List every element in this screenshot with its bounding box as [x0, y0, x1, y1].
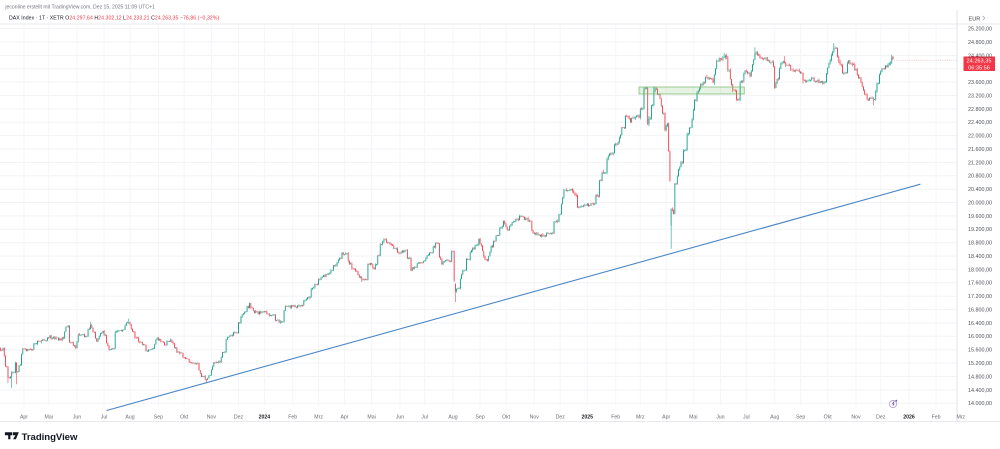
svg-text:18.800,00: 18.800,00 [968, 241, 992, 247]
svg-text:20.800,00: 20.800,00 [968, 174, 992, 180]
svg-text:Okt: Okt [180, 414, 189, 420]
svg-text:Apr: Apr [20, 414, 28, 420]
svg-text:Sep: Sep [154, 414, 163, 420]
svg-text:22.000,00: 22.000,00 [968, 134, 992, 140]
svg-text:2024: 2024 [259, 414, 271, 420]
svg-text:Apr: Apr [662, 414, 670, 420]
svg-text:15.200,00: 15.200,00 [968, 361, 992, 367]
svg-text:Feb: Feb [611, 414, 620, 420]
svg-text:Sep: Sep [796, 414, 805, 420]
svg-text:Mai: Mai [689, 414, 697, 420]
svg-text:Mrz: Mrz [636, 414, 645, 420]
svg-text:19.200,00: 19.200,00 [968, 227, 992, 233]
svg-text:Nov: Nov [851, 414, 861, 420]
svg-text:jeconline erstellt mit Trading: jeconline erstellt mit TradingView.com, … [4, 4, 155, 10]
svg-text:Mai: Mai [367, 414, 375, 420]
svg-text:18.400,00: 18.400,00 [968, 254, 992, 260]
svg-text:Aug: Aug [125, 414, 134, 420]
svg-text:Jul: Jul [101, 414, 108, 420]
svg-text:Dez: Dez [234, 414, 244, 420]
svg-text:Mrz: Mrz [314, 414, 323, 420]
svg-text:24.800,00: 24.800,00 [968, 40, 992, 46]
svg-text:06:35:56: 06:35:56 [968, 66, 990, 72]
svg-text:Jul: Jul [421, 414, 428, 420]
svg-text:Aug: Aug [448, 414, 457, 420]
svg-text:Mai: Mai [45, 414, 53, 420]
svg-text:Okt: Okt [502, 414, 511, 420]
svg-text:Nov: Nov [207, 414, 217, 420]
svg-text:Jun: Jun [73, 414, 81, 420]
svg-text:14.400,00: 14.400,00 [968, 388, 992, 394]
svg-text:20.000,00: 20.000,00 [968, 200, 992, 206]
svg-text:23.200,00: 23.200,00 [968, 93, 992, 99]
svg-text:24.400,00: 24.400,00 [968, 53, 992, 59]
svg-text:Jul: Jul [743, 414, 750, 420]
svg-text:2025: 2025 [582, 414, 594, 420]
svg-text:15.600,00: 15.600,00 [968, 348, 992, 354]
svg-text:16.000,00: 16.000,00 [968, 334, 992, 340]
svg-text:EUR: EUR [969, 17, 981, 23]
svg-text:23.600,00: 23.600,00 [968, 80, 992, 86]
svg-text:Dez: Dez [876, 414, 886, 420]
svg-text:21.600,00: 21.600,00 [968, 147, 992, 153]
svg-text:Sep: Sep [475, 414, 484, 420]
svg-text:Feb: Feb [932, 414, 941, 420]
svg-text:Jun: Jun [716, 414, 724, 420]
svg-text:TradingView: TradingView [22, 432, 78, 443]
svg-text:22.800,00: 22.800,00 [968, 107, 992, 113]
svg-text:17.600,00: 17.600,00 [968, 281, 992, 287]
svg-text:16.800,00: 16.800,00 [968, 308, 992, 314]
svg-text:22.400,00: 22.400,00 [968, 120, 992, 126]
svg-text:Dez: Dez [556, 414, 566, 420]
svg-text:DAX Index · 1T · XETR O24.297,: DAX Index · 1T · XETR O24.297,64 H24.302… [9, 15, 219, 21]
svg-text:17.200,00: 17.200,00 [968, 294, 992, 300]
svg-text:20.400,00: 20.400,00 [968, 187, 992, 193]
svg-text:16.400,00: 16.400,00 [968, 321, 992, 327]
svg-text:Feb: Feb [288, 414, 297, 420]
svg-text:19.600,00: 19.600,00 [968, 214, 992, 220]
svg-text:14.800,00: 14.800,00 [968, 374, 992, 380]
svg-text:21.200,00: 21.200,00 [968, 160, 992, 166]
svg-text:2026: 2026 [903, 414, 915, 420]
svg-text:Apr: Apr [340, 414, 348, 420]
svg-text:Jun: Jun [396, 414, 404, 420]
svg-text:Okt: Okt [824, 414, 833, 420]
svg-text:18.000,00: 18.000,00 [968, 267, 992, 273]
svg-text:Mrz: Mrz [956, 414, 965, 420]
svg-text:25.200,00: 25.200,00 [968, 27, 992, 33]
svg-text:Aug: Aug [770, 414, 779, 420]
svg-text:14.000,00: 14.000,00 [968, 401, 992, 407]
svg-text:24.263,35: 24.263,35 [967, 59, 992, 65]
svg-text:Nov: Nov [530, 414, 540, 420]
